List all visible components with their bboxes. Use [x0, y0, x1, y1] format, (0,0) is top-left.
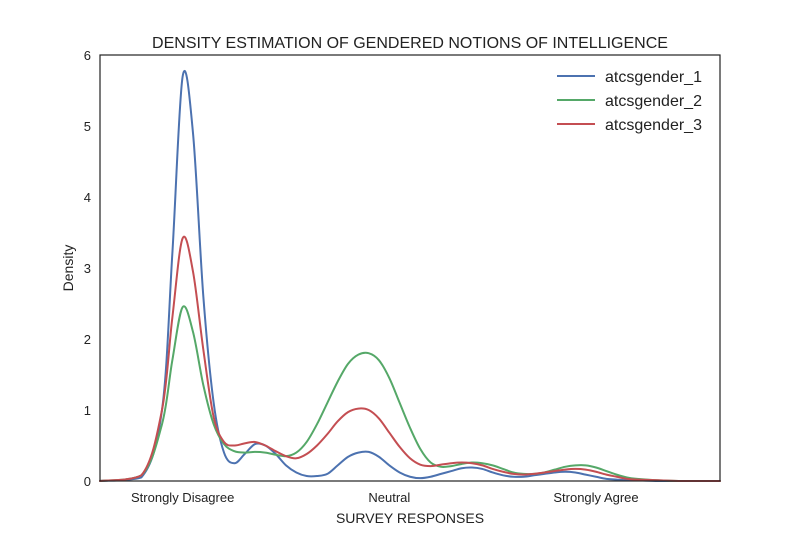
y-tick-label: 6 [84, 48, 91, 63]
y-axis-label: Density [60, 245, 76, 292]
y-tick-label: 4 [84, 190, 91, 205]
series-line-atcsgender_2 [99, 305, 721, 482]
x-tick-label: Neutral [368, 490, 410, 505]
series-line-atcsgender_3 [99, 235, 721, 482]
series-line-atcsgender_1 [99, 69, 721, 482]
x-tick-label: Strongly Disagree [131, 490, 234, 505]
y-tick-label: 1 [84, 403, 91, 418]
legend-label-atcsgender_2: atcsgender_2 [605, 93, 702, 110]
y-tick-label: 5 [84, 119, 91, 134]
chart-title: DENSITY ESTIMATION OF GENDERED NOTIONS O… [152, 35, 668, 52]
legend: atcsgender_1 atcsgender_2 atcsgender_3 [557, 69, 702, 134]
y-axis-ticks: 0 1 2 3 4 5 6 [84, 48, 91, 489]
plot-lines [99, 69, 721, 482]
legend-label-atcsgender_1: atcsgender_1 [605, 69, 702, 86]
x-axis-label: SURVEY RESPONSES [336, 510, 484, 526]
x-tick-label: Strongly Agree [553, 490, 638, 505]
legend-label-atcsgender_3: atcsgender_3 [605, 117, 702, 134]
y-tick-label: 2 [84, 332, 91, 347]
y-tick-label: 0 [84, 474, 91, 489]
y-tick-label: 3 [84, 261, 91, 276]
plot-frame [99, 54, 721, 482]
x-axis-ticks: Strongly Disagree Neutral Strongly Agree [131, 490, 639, 505]
